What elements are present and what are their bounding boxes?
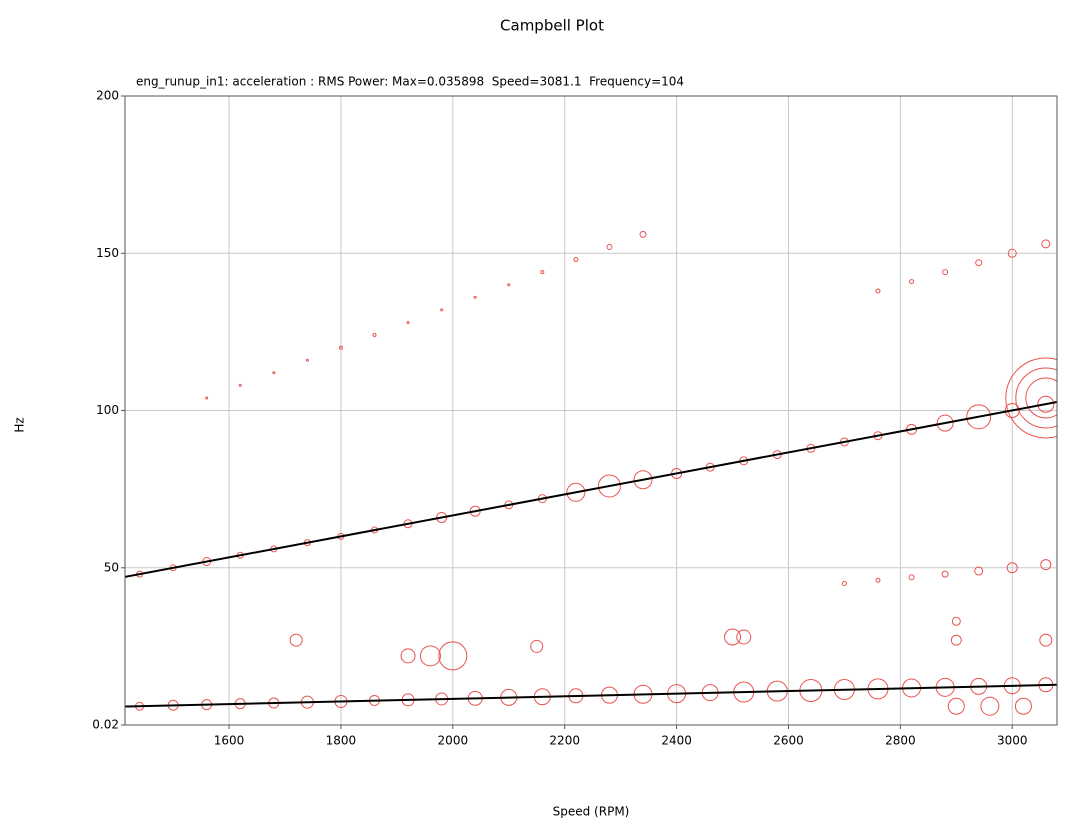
bubble xyxy=(338,345,343,350)
bubble xyxy=(438,641,468,671)
bubble xyxy=(1014,697,1032,715)
bubble xyxy=(980,696,1000,716)
bubble xyxy=(473,295,477,299)
bubble xyxy=(966,404,992,430)
bubble xyxy=(573,257,579,263)
bubble xyxy=(372,333,377,338)
bubble xyxy=(305,358,309,362)
plot-area xyxy=(125,230,1057,716)
bubble xyxy=(566,482,586,502)
bubble xyxy=(942,269,949,276)
bubble xyxy=(597,474,621,498)
x-tick-label: 2200 xyxy=(549,734,580,748)
bubble xyxy=(205,396,209,400)
bubble xyxy=(272,371,276,375)
bubble xyxy=(1004,403,1020,419)
y-tick-label: 50 xyxy=(104,560,119,574)
bubble xyxy=(1005,357,1057,439)
chart-subtitle: eng_runup_in1: acceleration : RMS Power:… xyxy=(136,75,684,89)
x-tick-label: 2400 xyxy=(661,734,692,748)
bubble xyxy=(289,633,303,647)
order-line xyxy=(125,401,1057,578)
bubble xyxy=(633,470,653,490)
bubble xyxy=(936,414,954,432)
bubble xyxy=(736,629,752,645)
bubble xyxy=(406,320,410,324)
bubble xyxy=(507,283,511,287)
y-axis-label: Hz xyxy=(13,417,27,432)
x-axis-label: Speed (RPM) xyxy=(553,805,630,819)
bubble xyxy=(947,697,965,715)
y-tick-label: 150 xyxy=(96,246,119,260)
bubble xyxy=(1037,395,1055,413)
bubble xyxy=(400,648,416,664)
bubble xyxy=(419,645,441,667)
bubble xyxy=(1041,239,1051,249)
chart-title: Campbell Plot xyxy=(500,17,604,35)
bubble xyxy=(841,581,847,587)
order-line xyxy=(125,683,1057,708)
bubble xyxy=(950,634,962,646)
x-tick-label: 2600 xyxy=(773,734,804,748)
bubble xyxy=(875,577,881,583)
bubble xyxy=(639,230,647,238)
y-tick-label: 200 xyxy=(96,89,119,103)
bubble xyxy=(1025,377,1057,419)
y-tick-label: 100 xyxy=(96,403,119,417)
bubble xyxy=(440,308,444,312)
bubble xyxy=(1007,248,1017,258)
bubble xyxy=(1006,562,1018,574)
bubble xyxy=(951,616,961,626)
plot-frame xyxy=(124,95,1058,726)
bubble xyxy=(974,566,984,576)
y-tick-label: 0.02 xyxy=(92,718,119,732)
x-tick-label: 3000 xyxy=(997,734,1028,748)
x-tick-label: 1600 xyxy=(214,734,245,748)
bubble xyxy=(875,288,881,294)
bubble xyxy=(1040,559,1052,571)
bubble xyxy=(909,279,915,285)
x-tick-label: 1800 xyxy=(326,734,357,748)
bubble xyxy=(941,570,949,578)
bubble xyxy=(975,259,983,267)
bubble xyxy=(606,243,613,250)
x-tick-label: 2000 xyxy=(438,734,469,748)
bubble xyxy=(1039,633,1053,647)
bubble xyxy=(1015,367,1057,429)
bubble xyxy=(540,270,545,275)
x-tick-label: 2800 xyxy=(885,734,916,748)
bubble xyxy=(908,574,915,581)
bubble xyxy=(238,383,242,387)
bubble xyxy=(530,639,544,653)
bubble xyxy=(724,628,742,646)
